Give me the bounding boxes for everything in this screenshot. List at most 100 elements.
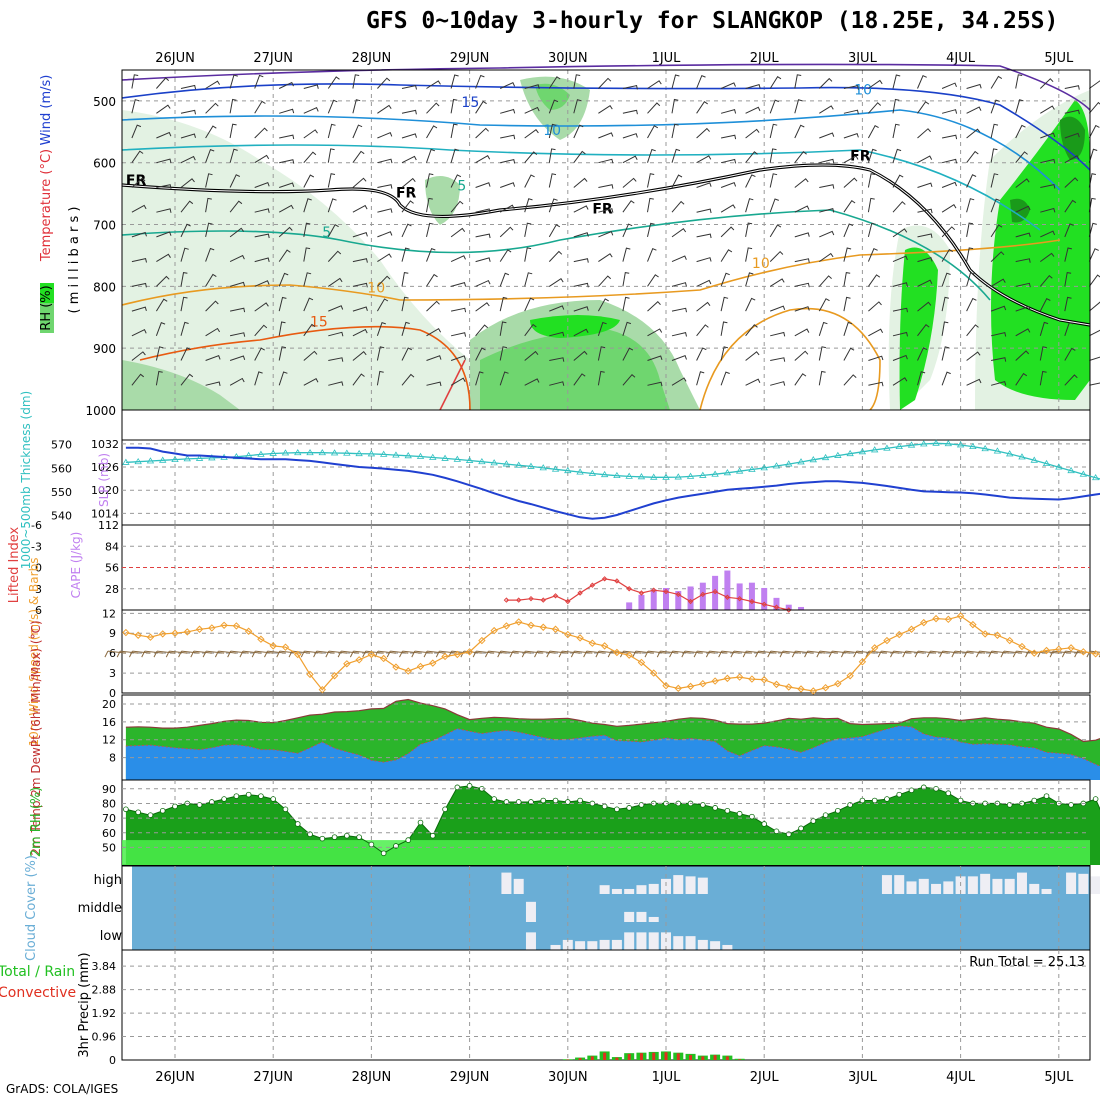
wind-barb [990, 75, 1003, 89]
wind10-marker [441, 652, 449, 661]
wind-barb [647, 197, 654, 213]
y-tick-label-cape: 56 [105, 562, 119, 575]
rh2m-marker [172, 803, 178, 810]
wind-barb [991, 357, 1007, 362]
wind-barb [376, 346, 385, 361]
y-tick-label-lifted: -3 [31, 540, 42, 553]
wind-barb [622, 347, 634, 361]
wind10-barb [227, 650, 249, 658]
thickness-marker [944, 440, 953, 447]
wind-barb [843, 347, 855, 361]
wind-barb [745, 222, 753, 237]
x-tick-label-top: 30JUN [548, 51, 588, 66]
wind-barb [1039, 78, 1054, 89]
wind-barb [254, 280, 270, 287]
wind10-marker [514, 618, 523, 626]
rh2m-marker [884, 796, 890, 802]
rh-shading [535, 83, 570, 110]
thickness-marker [539, 464, 547, 471]
cloud-cover-cell [624, 911, 635, 922]
wind-barb [475, 155, 491, 164]
wind10-marker [797, 685, 805, 693]
cape-bar [798, 606, 805, 610]
thickness-marker [183, 455, 191, 462]
wind-barb [1015, 205, 1031, 213]
wind10-barb [804, 650, 826, 658]
wind10-barb [411, 650, 433, 658]
legend-total-rain: Total / Rain [0, 964, 75, 980]
rh2m-marker [564, 799, 571, 805]
lifted-index-marker [651, 587, 657, 593]
wind-barb [401, 247, 410, 262]
wind-barb [769, 123, 778, 139]
thickness-marker [1030, 456, 1038, 463]
wind10-marker [711, 677, 719, 685]
wind-barb [819, 158, 835, 164]
wind10-marker [453, 650, 462, 659]
wind10-marker [699, 679, 707, 688]
wind-barb [573, 282, 589, 288]
wind-barb [819, 184, 835, 189]
wind10-marker [122, 628, 130, 637]
wind10-barb [853, 650, 875, 658]
lifted-index-marker [675, 591, 681, 598]
wind10-barb [116, 650, 139, 658]
wind-barb [401, 296, 409, 312]
rh2m-marker [1043, 793, 1050, 799]
thickness-marker [748, 465, 756, 472]
wind10-barb [681, 650, 703, 658]
wind-barb [696, 257, 712, 263]
wind-barb [769, 76, 782, 89]
precip-convective-bar [689, 1055, 693, 1060]
wind10-barb [1061, 650, 1084, 658]
wind-barb [622, 85, 638, 90]
wind-barb [426, 197, 433, 213]
wind10-barb [791, 650, 814, 658]
wind10-barb [202, 650, 225, 658]
wind-barb [671, 227, 687, 238]
wind-barb [720, 321, 728, 336]
x-tick-label-bottom: 1JUL [652, 1070, 682, 1085]
thickness-marker [650, 473, 658, 480]
y-axis-label-cape: CAPE (J/kg) [69, 532, 83, 599]
wind10-marker [625, 651, 633, 659]
wind10-marker [1067, 644, 1075, 652]
wind-barb [450, 123, 458, 139]
y-tick-label-wind: 6 [109, 647, 116, 660]
wind-barb [745, 151, 758, 164]
wind-barb [647, 173, 655, 188]
y-tick-label-temp: 20 [102, 698, 116, 711]
lifted-index-marker [589, 582, 596, 588]
wind-barb [892, 255, 908, 263]
surface-strip [122, 410, 1090, 440]
wind-barb [941, 181, 957, 188]
wind-barb [352, 373, 365, 386]
wind-barb [745, 247, 753, 262]
wind10-marker [1030, 649, 1038, 657]
x-tick-label-bottom: 29JUN [450, 1070, 490, 1085]
y-tick-label-slp: 1032 [91, 438, 119, 451]
wind-barb [720, 82, 736, 89]
wind10-barb [264, 650, 286, 658]
wind-barb [155, 370, 163, 386]
wind-barb [377, 231, 393, 238]
rh2m-marker [344, 832, 350, 839]
y-tick-label-precip: 3.84 [92, 960, 117, 973]
y-tick-label-wind: 12 [102, 607, 116, 620]
y-tick-label-wind: 9 [109, 627, 116, 640]
cloud-cover-cell [881, 875, 892, 894]
thickness-marker [208, 454, 216, 461]
wind-barb [794, 99, 803, 114]
wind-barb [794, 178, 809, 188]
wind-barb [769, 198, 779, 213]
wind10-marker [588, 639, 597, 647]
wind10-marker [576, 634, 584, 642]
wind10-marker [1005, 636, 1014, 645]
rh2m-marker [957, 797, 964, 804]
wind-barb [1064, 177, 1079, 188]
wind-barb [671, 148, 681, 163]
wind10-marker [1042, 646, 1051, 655]
wind10-barb [534, 650, 556, 658]
wind-barb [450, 200, 464, 213]
wind-barb [205, 300, 219, 312]
